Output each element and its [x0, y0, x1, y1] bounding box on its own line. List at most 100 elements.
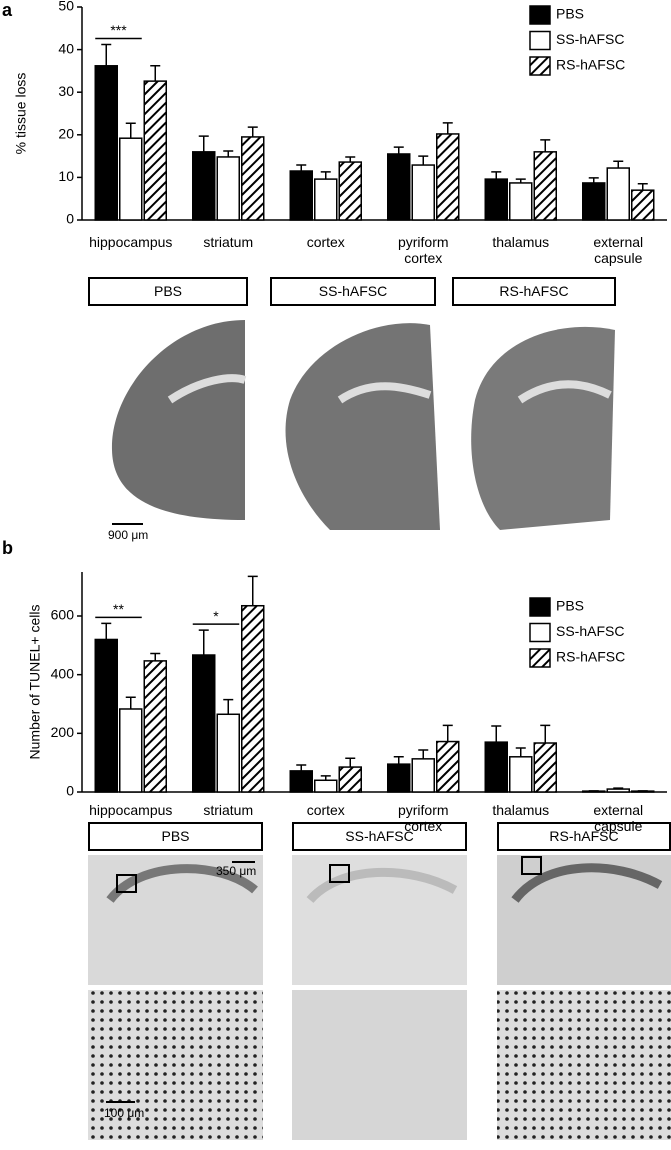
y-tick-label: 10 [58, 168, 74, 184]
error-bar [393, 756, 404, 765]
bar [192, 151, 216, 221]
error-bar [418, 749, 429, 759]
legend-label: SS-hAFSC [556, 623, 624, 639]
error-bar [588, 177, 599, 183]
legend-swatch [529, 30, 551, 51]
y-tick-label: 40 [58, 40, 74, 56]
error-bar [296, 164, 307, 172]
bar [533, 151, 557, 221]
x-tick-label: external capsule [593, 802, 644, 834]
bar [338, 766, 362, 793]
micrograph [88, 855, 671, 1140]
error-bar [491, 171, 502, 180]
bar [582, 182, 606, 221]
y-tick-label: 50 [58, 0, 74, 14]
bar [338, 161, 362, 221]
error-bar [198, 629, 209, 656]
x-tick-label: external capsule [593, 234, 644, 266]
image-label: RS-hAFSC [452, 277, 616, 306]
image-label: PBS [88, 277, 248, 306]
y-tick-label: 0 [66, 211, 74, 227]
image-label: PBS [88, 822, 263, 851]
error-bar [223, 150, 234, 157]
error-bar [442, 724, 453, 742]
y-tick-label: 0 [66, 783, 74, 799]
bar [241, 604, 265, 793]
bar [436, 133, 460, 221]
bar [484, 741, 508, 793]
bar [631, 790, 655, 793]
bar [143, 660, 167, 793]
bar [631, 189, 655, 221]
error-bar [125, 696, 136, 709]
error-bar [515, 747, 526, 757]
error-bar [320, 171, 331, 180]
bar [509, 756, 533, 793]
error-bar [150, 652, 161, 661]
bar [411, 164, 435, 221]
legend-label: SS-hAFSC [556, 31, 624, 47]
legend-label: PBS [556, 6, 584, 22]
x-tick-label: hippocampus [89, 234, 173, 250]
bar [192, 654, 216, 793]
image-label: RS-hAFSC [497, 822, 671, 851]
bar [289, 770, 313, 793]
y-tick-label: 400 [51, 665, 75, 681]
y-tick-label: 600 [51, 607, 75, 623]
bar [216, 156, 240, 221]
x-tick-label: cortex [306, 234, 345, 250]
x-tick-label: thalamus [492, 234, 550, 250]
bar [606, 167, 630, 221]
legend-swatch [529, 597, 551, 617]
x-tick-label: hippocampus [89, 802, 173, 818]
bar [387, 763, 411, 793]
error-bar [198, 135, 209, 152]
bar [289, 170, 313, 221]
bar [484, 178, 508, 221]
bar [582, 790, 606, 793]
significance-label: ** [113, 601, 124, 617]
bar [387, 153, 411, 221]
legend-label: PBS [556, 598, 584, 614]
bar [436, 740, 460, 793]
x-tick-label: striatum [203, 802, 254, 818]
bar [606, 788, 630, 793]
x-tick-label: striatum [203, 234, 254, 250]
y-axis-label: Number of TUNEL+ cells [27, 605, 43, 760]
y-axis-label: % tissue loss [13, 73, 29, 155]
scale-label: 900 μm [108, 528, 149, 542]
error-bar [247, 575, 258, 606]
error-bar [418, 155, 429, 166]
image-label: SS-hAFSC [292, 822, 467, 851]
error-bar [540, 724, 551, 744]
legend-swatch [529, 56, 551, 76]
error-bar [150, 65, 161, 82]
error-bar [101, 622, 112, 640]
bar [509, 182, 533, 221]
error-bar [613, 160, 624, 169]
legend-swatch [529, 648, 551, 668]
x-tick-label: pyriform cortex [397, 802, 449, 834]
bar [94, 65, 118, 221]
x-tick-label: cortex [306, 802, 345, 818]
error-bar [393, 146, 404, 154]
bar [143, 80, 167, 221]
panel-label: b [2, 538, 13, 558]
error-bar [247, 126, 258, 137]
bar [314, 779, 338, 793]
x-tick-label: pyriform cortex [397, 234, 449, 266]
scale-label: 350 μm [216, 864, 257, 878]
legend-swatch [529, 5, 551, 25]
legend-label: RS-hAFSC [556, 57, 625, 73]
error-bar [345, 757, 356, 768]
error-bar [223, 698, 234, 715]
micrograph [111, 320, 615, 530]
bar [119, 708, 143, 793]
significance-label: *** [110, 22, 127, 38]
error-bar [540, 139, 551, 152]
legend-swatch [529, 622, 551, 643]
x-tick-label: thalamus [492, 802, 550, 818]
legend-label: RS-hAFSC [556, 649, 625, 665]
significance-label: * [213, 608, 219, 624]
